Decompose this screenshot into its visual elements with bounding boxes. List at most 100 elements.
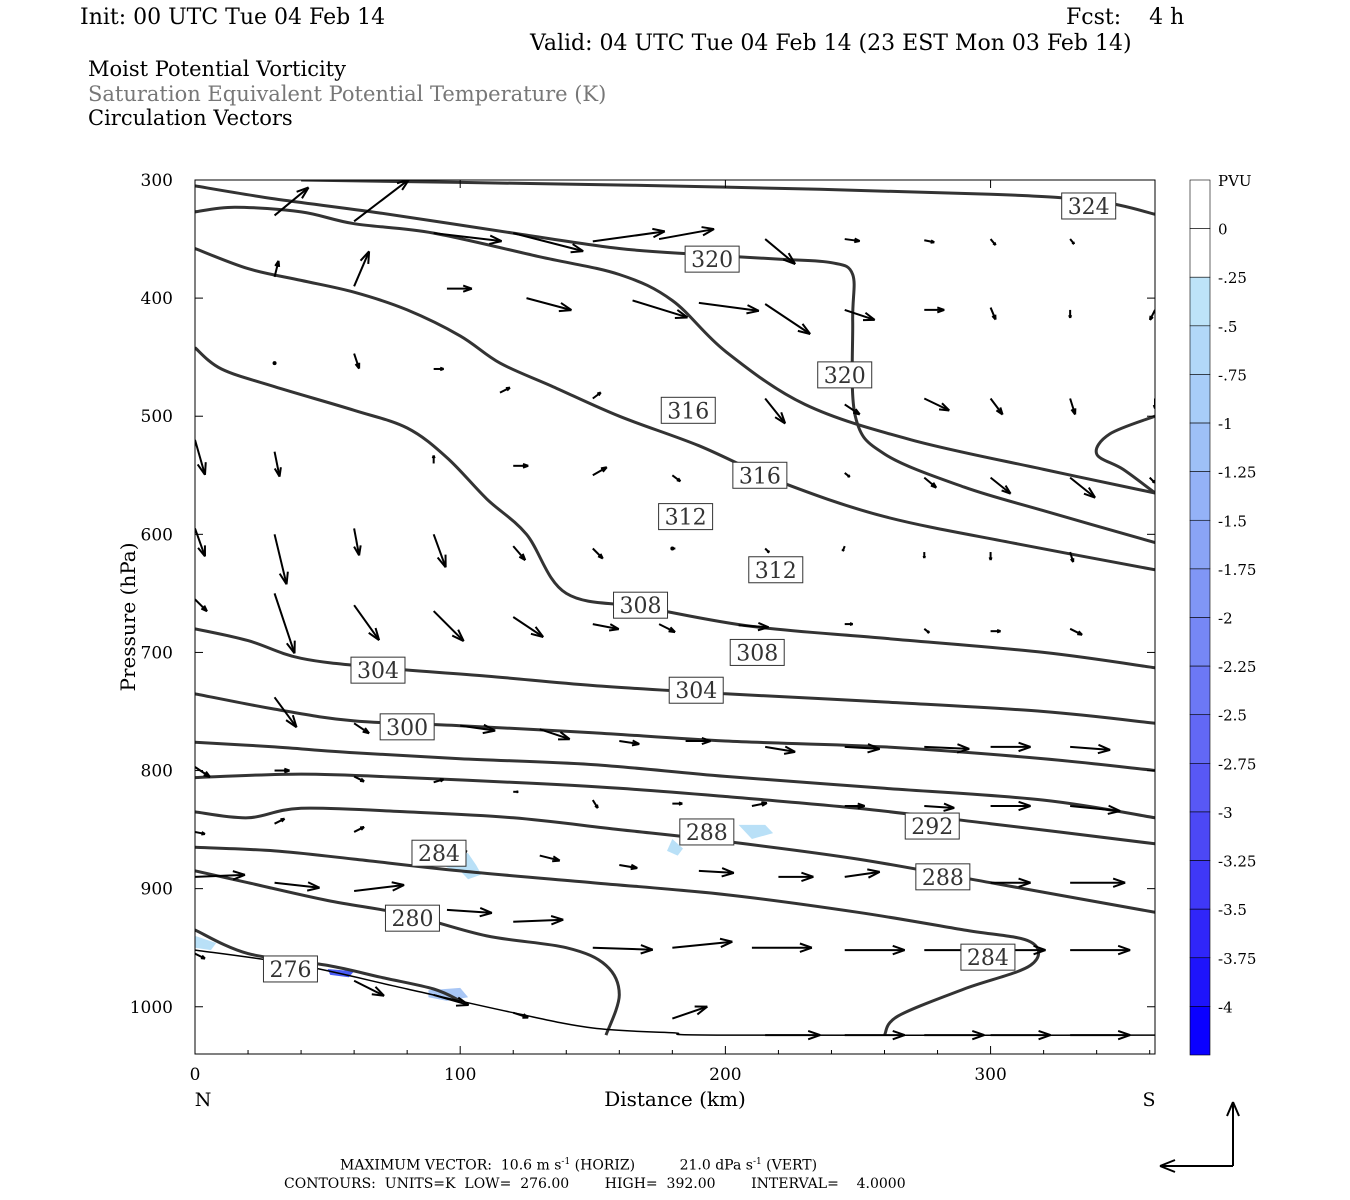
circulation-vector (924, 743, 970, 754)
colorbar-swatch (1189, 422, 1211, 472)
circulation-vector (844, 1029, 906, 1041)
circulation-vector (751, 942, 813, 953)
circulation-vector (539, 854, 561, 863)
circulation-vector (353, 881, 405, 893)
contour-label-312: 312 (658, 503, 714, 531)
circulation-vector (764, 397, 787, 425)
colorbar-swatch (1189, 1006, 1211, 1056)
colorbar-swatch (1189, 568, 1211, 618)
circulation-vector (1070, 1029, 1131, 1041)
circulation-vector (433, 232, 503, 245)
x-tick-label: 300 (974, 1065, 1006, 1085)
circulation-vector (433, 366, 445, 372)
colorbar-label: -1.25 (1218, 464, 1256, 482)
theta-contour-308 (195, 346, 1155, 670)
circulation-vector (353, 528, 362, 556)
contour-label-300: 300 (379, 713, 435, 741)
circulation-vector (698, 867, 735, 878)
valid-time: Valid: 04 UTC Tue 04 Feb 14 (23 EST Mon … (530, 31, 1132, 56)
circulation-vector (446, 284, 473, 293)
circulation-vector (274, 817, 286, 825)
circulation-vector (513, 463, 529, 469)
contour-label-276: 276 (262, 955, 318, 983)
svg-text:292: 292 (911, 815, 953, 840)
circulation-vector (195, 870, 246, 881)
circulation-vector (433, 993, 470, 1007)
theta-contour-304 (195, 627, 1155, 725)
circulation-vector (1070, 804, 1121, 815)
svg-text:288: 288 (922, 866, 964, 891)
field-title-theta: Saturation Equivalent Potential Temperat… (88, 82, 607, 106)
circulation-vector (513, 790, 519, 794)
svg-text:300: 300 (386, 716, 428, 741)
colorbar-units: PVU (1218, 172, 1252, 190)
circulation-vector (592, 466, 608, 477)
circulation-vector (989, 397, 1004, 416)
y-tick-label: 400 (141, 289, 173, 309)
colorbar-swatch (1189, 519, 1211, 570)
circulation-vector (670, 546, 676, 551)
svg-text:276: 276 (269, 958, 311, 983)
contour-info: CONTOURS: UNITS=K LOW= 276.00 HIGH= 392.… (284, 1176, 906, 1192)
circulation-vector (272, 361, 277, 366)
circulation-vector (924, 1029, 985, 1041)
colorbar-swatch (1189, 860, 1211, 910)
colorbar-swatch (1189, 374, 1211, 424)
colorbar-swatch (1189, 714, 1211, 764)
contour-label-320: 320 (684, 245, 740, 273)
circulation-vector (1069, 398, 1077, 416)
circulation-vector (273, 593, 296, 654)
field-title-vectors: Circulation Vectors (88, 106, 293, 130)
colorbar-label: -3.5 (1218, 901, 1247, 919)
circulation-vector (738, 621, 770, 632)
contour-label-312: 312 (748, 556, 804, 584)
plot-frame (194, 179, 1156, 1055)
circulation-vector (765, 1029, 821, 1041)
contour-label-284: 284 (960, 943, 1016, 971)
svg-text:284: 284 (967, 946, 1009, 971)
circulation-vector (1069, 551, 1075, 563)
circulation-vector (844, 868, 881, 879)
circulation-vector (195, 439, 207, 476)
theta-contour-320 (1094, 414, 1155, 495)
circulation-vector (923, 476, 938, 489)
circulation-vector (672, 1005, 708, 1020)
theta-contour-324 (301, 180, 1155, 216)
circulation-vector (273, 696, 298, 729)
circulation-vector (844, 403, 861, 416)
circulation-vector (844, 944, 906, 956)
circulation-vector (764, 238, 797, 265)
y-tick-label: 900 (141, 880, 173, 900)
circulation-vector (844, 802, 866, 810)
svg-text:312: 312 (755, 559, 797, 584)
contour-label-316: 316 (660, 396, 716, 424)
colorbar-label: -3.25 (1218, 853, 1256, 871)
svg-text:288: 288 (686, 821, 728, 846)
circulation-vector (844, 472, 851, 478)
circulation-vector (273, 534, 289, 585)
x-axis-label: Distance (km) (604, 1087, 746, 1111)
colorbar-swatch (1189, 179, 1211, 229)
y-tick-label: 600 (141, 525, 173, 545)
svg-text:316: 316 (667, 399, 709, 424)
pv-shading-2 (667, 839, 683, 856)
circulation-vector (526, 297, 573, 313)
circulation-vector (353, 180, 410, 223)
colorbar-label: -1.5 (1218, 512, 1247, 530)
x-tick-label: 100 (444, 1065, 476, 1085)
circulation-vector (764, 547, 771, 554)
theta-contour-292 (195, 772, 1155, 846)
circulation-vector (658, 623, 676, 634)
circulation-vector (592, 944, 654, 955)
svg-text:324: 324 (1068, 195, 1110, 220)
circulation-vector (698, 301, 760, 315)
circulation-vector (1148, 476, 1155, 484)
circulation-vector (844, 237, 861, 244)
y-tick-label: 1000 (130, 998, 173, 1018)
circulation-vector (274, 767, 290, 774)
circulation-vector (195, 766, 211, 778)
circulation-vector (671, 474, 682, 483)
circulation-vector (1070, 877, 1126, 888)
colorbar-label: -2.5 (1218, 707, 1247, 725)
circulation-vector (924, 306, 945, 314)
